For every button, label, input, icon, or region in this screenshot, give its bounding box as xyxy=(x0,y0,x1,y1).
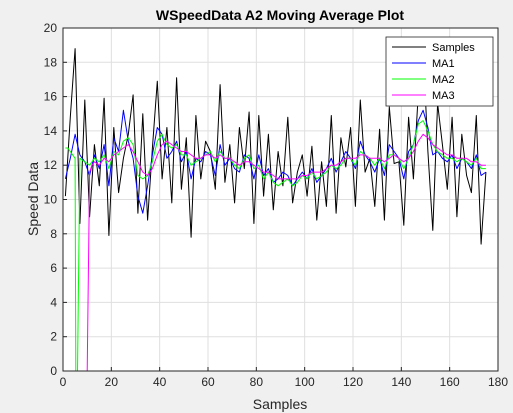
y-axis-label: Speed Data xyxy=(25,162,41,236)
legend-entry-label: MA2 xyxy=(432,74,455,86)
y-tick-label: 8 xyxy=(50,227,57,241)
y-tick-label: 20 xyxy=(44,21,58,35)
x-tick-label: 140 xyxy=(391,375,411,389)
y-tick-label: 10 xyxy=(44,193,58,207)
series-line-ma3 xyxy=(65,133,486,372)
x-axis-label: Samples xyxy=(253,396,307,412)
y-tick-label: 0 xyxy=(50,364,57,378)
x-tick-label: 60 xyxy=(201,375,215,389)
legend: Samples MA1 MA2 MA3 xyxy=(385,36,494,107)
x-tick-label: 160 xyxy=(440,375,460,389)
x-tick-label: 0 xyxy=(60,375,67,389)
y-tick-label: 18 xyxy=(44,55,58,69)
legend-entry-label: MA1 xyxy=(432,58,455,70)
x-tick-label: 180 xyxy=(488,375,508,389)
y-tick-label: 6 xyxy=(50,261,57,275)
legend-entry-label: MA3 xyxy=(432,90,455,102)
y-ticks: 0 2 4 6 8 10 12 14 16 18 20 xyxy=(44,21,67,378)
y-tick-label: 4 xyxy=(50,295,57,309)
x-ticks: 0 20 40 60 80 100 120 140 160 180 xyxy=(60,367,508,389)
legend-entry-label: Samples xyxy=(432,42,475,54)
x-tick-label: 80 xyxy=(250,375,264,389)
x-tick-label: 100 xyxy=(295,375,315,389)
x-tick-label: 20 xyxy=(105,375,119,389)
series-line-ma2 xyxy=(65,120,486,372)
series-group xyxy=(64,46,487,372)
x-tick-label: 40 xyxy=(153,375,167,389)
y-tick-label: 12 xyxy=(44,158,58,172)
x-tick-label: 120 xyxy=(343,375,363,389)
chart-title: WSpeedData A2 Moving Average Plot xyxy=(156,7,404,23)
y-tick-label: 2 xyxy=(50,330,57,344)
y-tick-label: 16 xyxy=(44,90,58,104)
y-tick-label: 14 xyxy=(44,124,58,138)
